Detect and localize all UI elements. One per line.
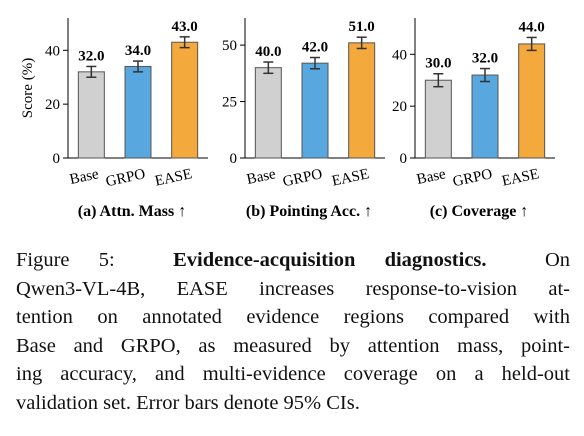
figure: 0 20 40 Score (%) 32.0 Base 34.0 GRPO 43.0 EASE (a… — [20, 18, 555, 220]
error-bar — [356, 36, 367, 50]
y-tick-label: 20 — [45, 97, 60, 113]
value-label: 51.0 — [349, 19, 375, 35]
error-bar — [179, 36, 190, 49]
error-bar — [526, 36, 537, 52]
error-bar — [86, 65, 97, 78]
caption-line: Base and GRPO, as measured by attention … — [16, 334, 570, 357]
y-tick-label: 0 — [230, 151, 238, 167]
caption-line: tention on annotated evidence regions co… — [16, 306, 570, 328]
bar — [254, 67, 282, 159]
subplot-title: (b) Pointing Acc. ↑ — [246, 203, 372, 220]
y-tick-label: 0 — [53, 151, 61, 167]
bar — [518, 43, 546, 159]
x-tick-label: Base — [415, 166, 447, 188]
value-label: 32.0 — [472, 51, 498, 67]
caption: Figure 5: Evidence-acquisition diagnosti… — [16, 246, 570, 417]
x-tick-label: EASE — [330, 166, 370, 189]
bar — [171, 41, 199, 159]
caption-line: Figure 5: Evidence-acquisition diagnosti… — [16, 246, 570, 275]
bar — [301, 62, 329, 159]
caption-label: Figure 5: — [16, 249, 115, 271]
error-bar — [433, 72, 444, 88]
y-axis-label: Score (%) — [20, 58, 36, 118]
bar — [348, 42, 376, 159]
x-tick-label: EASE — [153, 166, 193, 189]
error-bar — [480, 67, 490, 83]
y-tick-label: 50 — [222, 38, 237, 54]
y-tick-label: 40 — [392, 47, 407, 63]
y-tick-label: 0 — [400, 151, 408, 167]
value-label: 30.0 — [425, 56, 451, 72]
error-bar — [310, 56, 320, 70]
caption-line: Qwen3-VL-4B, EASE increases response-to-… — [16, 277, 570, 300]
caption-line: ing accuracy, and multi-evidence coverag… — [16, 363, 570, 385]
value-label: 44.0 — [519, 19, 545, 35]
bar — [471, 74, 499, 159]
y-tick-label: 20 — [392, 99, 407, 115]
x-tick-label: EASE — [500, 166, 540, 189]
subplot-title: (a) Attn. Mass ↑ — [78, 203, 186, 220]
value-label: 42.0 — [302, 40, 328, 56]
x-tick-label: GRPO — [451, 166, 494, 190]
value-label: 32.0 — [78, 48, 104, 64]
y-tick-label: 40 — [45, 43, 60, 59]
x-tick-label: GRPO — [281, 166, 324, 190]
x-tick-label: GRPO — [104, 166, 147, 190]
subplot-title: (c) Coverage ↑ — [430, 203, 529, 220]
error-bar — [263, 61, 274, 75]
bar — [424, 79, 452, 159]
error-bar — [133, 60, 143, 73]
value-label: 43.0 — [172, 19, 198, 35]
bar — [77, 71, 105, 159]
value-label: 40.0 — [255, 44, 281, 60]
caption-line: validation set. Error bars denote 95% CI… — [16, 391, 360, 414]
caption-text: On — [544, 249, 571, 271]
bar — [124, 65, 152, 159]
x-tick-label: Base — [245, 166, 277, 188]
caption-title: Evidence-acquisition diagnostics. — [173, 249, 487, 271]
y-tick-label: 25 — [222, 95, 237, 111]
value-label: 34.0 — [125, 43, 151, 59]
x-tick-label: Base — [68, 166, 100, 188]
